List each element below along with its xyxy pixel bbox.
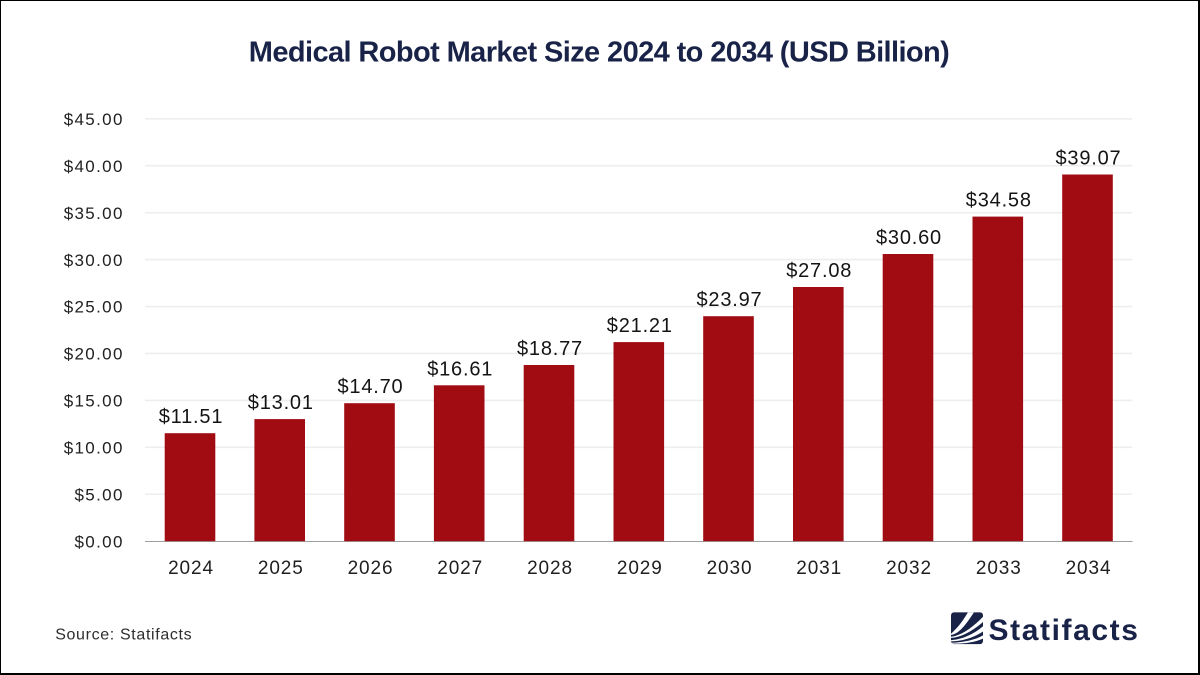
svg-text:Statifacts: Statifacts bbox=[989, 614, 1140, 647]
svg-text:$35.00: $35.00 bbox=[64, 204, 124, 223]
svg-text:2030: 2030 bbox=[707, 558, 753, 579]
svg-text:$39.07: $39.07 bbox=[1056, 148, 1122, 170]
svg-text:$21.21: $21.21 bbox=[607, 315, 673, 337]
svg-text:$40.00: $40.00 bbox=[64, 157, 124, 176]
svg-text:$16.61: $16.61 bbox=[427, 358, 493, 380]
svg-text:$15.00: $15.00 bbox=[64, 392, 124, 411]
svg-text:2024: 2024 bbox=[168, 558, 214, 579]
svg-text:$5.00: $5.00 bbox=[75, 485, 124, 504]
svg-text:$34.58: $34.58 bbox=[966, 190, 1032, 212]
svg-text:2028: 2028 bbox=[527, 558, 573, 579]
svg-text:$11.51: $11.51 bbox=[159, 406, 224, 428]
svg-text:Source: Statifacts: Source: Statifacts bbox=[55, 627, 192, 644]
svg-text:$30.00: $30.00 bbox=[64, 251, 124, 270]
svg-text:$45.00: $45.00 bbox=[64, 110, 124, 129]
svg-text:2025: 2025 bbox=[258, 558, 304, 579]
svg-text:$30.60: $30.60 bbox=[876, 227, 942, 249]
svg-text:2026: 2026 bbox=[348, 558, 394, 579]
svg-text:2027: 2027 bbox=[437, 558, 483, 579]
svg-text:2032: 2032 bbox=[886, 558, 932, 579]
svg-text:2029: 2029 bbox=[617, 558, 663, 579]
svg-text:2034: 2034 bbox=[1066, 558, 1112, 579]
svg-text:$23.97: $23.97 bbox=[697, 289, 763, 311]
svg-text:$20.00: $20.00 bbox=[64, 345, 124, 364]
svg-text:2031: 2031 bbox=[796, 558, 842, 579]
svg-text:$25.00: $25.00 bbox=[64, 298, 124, 317]
svg-text:Medical Robot Market Size 2024: Medical Robot Market Size 2024 to 2034 (… bbox=[249, 37, 949, 69]
svg-text:$18.77: $18.77 bbox=[517, 338, 583, 360]
svg-text:$14.70: $14.70 bbox=[338, 376, 404, 398]
svg-text:$10.00: $10.00 bbox=[64, 439, 124, 458]
svg-text:$0.00: $0.00 bbox=[75, 532, 124, 551]
svg-text:$27.08: $27.08 bbox=[786, 260, 852, 282]
svg-text:$13.01: $13.01 bbox=[248, 392, 314, 414]
svg-text:2033: 2033 bbox=[976, 558, 1022, 579]
